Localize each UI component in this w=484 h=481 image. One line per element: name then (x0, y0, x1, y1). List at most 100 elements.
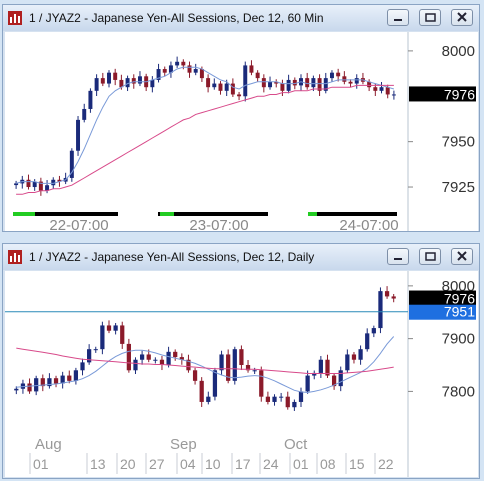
daily-window-title: 1 / JYAZ2 - Japanese Yen-All Sessions, D… (29, 250, 315, 264)
candle (199, 377, 204, 407)
candle-body (255, 72, 260, 79)
date-tick-label: 22 (378, 456, 394, 472)
daily-window-titlebar[interactable]: 1 / JYAZ2 - Japanese Yen-All Sessions, D… (3, 244, 479, 270)
candle (272, 394, 277, 406)
time-tick-label: 24-07:00 (339, 217, 398, 231)
session-gap (118, 212, 158, 216)
candle-body (224, 83, 229, 91)
last-price-label: 7976 (444, 86, 475, 102)
close-button[interactable] (451, 9, 473, 26)
candle-body (285, 396, 290, 408)
candle (348, 79, 353, 88)
candle-body (51, 179, 56, 186)
candle (331, 373, 337, 390)
candle-body (47, 378, 52, 387)
hourly-plot[interactable] (14, 56, 396, 196)
candle (365, 328, 370, 352)
candle (354, 74, 359, 89)
candle (186, 354, 191, 373)
candle-body (232, 349, 237, 381)
candle-body (186, 359, 191, 371)
close-button[interactable] (451, 248, 473, 265)
candle-body (329, 72, 334, 79)
candle (226, 349, 231, 384)
candle-body (113, 325, 118, 331)
candle-body (230, 83, 235, 95)
candle-body (32, 181, 37, 188)
minimize-button[interactable] (387, 248, 409, 265)
candle (139, 350, 145, 365)
candle-body (323, 78, 328, 91)
candle-body (218, 83, 223, 91)
candle (268, 76, 273, 90)
candle-body (249, 65, 254, 73)
price-tick-label: 7925 (442, 179, 475, 196)
candle-body (206, 396, 211, 402)
candle-body (252, 370, 257, 372)
restore-button[interactable] (419, 9, 441, 26)
candle-body (261, 78, 266, 88)
candle-body (26, 179, 31, 188)
candle (14, 386, 19, 395)
candle (371, 325, 376, 338)
candle (391, 90, 396, 100)
candle (100, 321, 105, 355)
hourly-window-titlebar[interactable]: 1 / JYAZ2 - Japanese Yen-All Sessions, D… (3, 5, 479, 31)
price-tick-label: 7950 (442, 134, 475, 151)
candle (329, 70, 334, 82)
restore-button[interactable] (419, 248, 441, 265)
candle (351, 352, 357, 364)
last-price-label: 7976 (444, 291, 475, 307)
candle (80, 358, 85, 376)
date-tick-label: 10 (205, 456, 221, 472)
slow-moving-average-line (16, 84, 394, 195)
candle-body (38, 181, 43, 191)
minimize-button[interactable] (387, 9, 409, 26)
candle-body (45, 185, 50, 191)
candle-body (226, 354, 231, 381)
candle-body (166, 351, 171, 366)
candle-body (272, 396, 277, 402)
candle (245, 359, 251, 373)
candle (173, 349, 178, 361)
daily-chart-window: 1 / JYAZ2 - Japanese Yen-All Sessions, D… (2, 243, 480, 479)
candle (168, 61, 173, 78)
candle (106, 320, 112, 334)
last-price-tag (409, 86, 476, 102)
candle-body (312, 372, 317, 376)
month-label: Aug (35, 436, 62, 453)
candle-body (179, 357, 184, 360)
fast-moving-average-line (15, 66, 395, 184)
candle (60, 371, 65, 389)
candle-body (348, 81, 353, 84)
time-tick-label: 23-07:00 (189, 217, 248, 231)
candle-body (159, 359, 165, 366)
slow-moving-average-line (16, 347, 394, 374)
candle (126, 338, 131, 373)
candle-body (384, 291, 390, 297)
candle-body (120, 325, 125, 344)
candle (325, 354, 330, 378)
candle-body (175, 61, 180, 66)
cursor-price-label: 7951 (444, 304, 475, 320)
candle-body (80, 362, 85, 371)
candle (298, 387, 304, 407)
candle (82, 103, 87, 123)
candle (259, 366, 264, 402)
candle (159, 356, 165, 371)
date-tick-label: 13 (90, 456, 106, 472)
candle-body (113, 72, 118, 80)
minimize-icon (394, 258, 402, 260)
candle-body (199, 380, 204, 402)
candle-body (76, 119, 81, 151)
candle-body (325, 359, 330, 376)
candle-body (156, 69, 161, 80)
candle-body (139, 354, 145, 360)
candle-body (131, 78, 136, 84)
candle-body (87, 349, 92, 363)
daily-plot[interactable] (5, 286, 408, 411)
date-tick-label: 08 (320, 456, 336, 472)
candle-body (150, 79, 155, 88)
